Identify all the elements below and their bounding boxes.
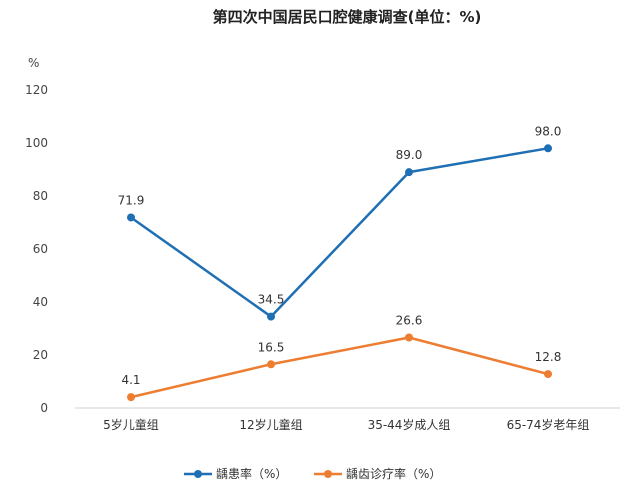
- legend-marker: [194, 470, 202, 478]
- data-point: [405, 168, 413, 177]
- x-tick-label: 65-74岁老年组: [507, 417, 590, 432]
- x-tick-label: 5岁儿童组: [103, 417, 159, 432]
- y-tick-label: 100: [25, 136, 48, 150]
- data-point: [267, 312, 275, 321]
- y-tick-label: 0: [40, 401, 48, 415]
- data-label: 89.0: [396, 148, 423, 162]
- data-label: 16.5: [258, 340, 285, 354]
- data-point: [267, 360, 275, 369]
- data-point: [127, 393, 135, 402]
- y-axis-ticks: 0 20 40 60 80 100 120: [25, 83, 48, 415]
- legend-label: 龋患率（%）: [216, 466, 287, 481]
- data-label: 4.1: [121, 373, 140, 387]
- chart-title: 第四次中国居民口腔健康调查(单位：%): [213, 8, 482, 26]
- y-tick-label: 120: [25, 83, 48, 97]
- legend-marker: [324, 470, 332, 478]
- data-label: 98.0: [535, 124, 562, 138]
- series-line: [130, 336, 549, 399]
- data-label: 26.6: [396, 314, 423, 328]
- data-point: [127, 213, 135, 222]
- x-axis-ticks: 5岁儿童组 12岁儿童组 35-44岁成人组 65-74岁老年组: [103, 417, 589, 432]
- x-tick-label: 35-44岁成人组: [368, 417, 451, 432]
- y-tick-label: 60: [33, 242, 48, 256]
- legend-label: 龋齿诊疗率（%）: [346, 466, 441, 481]
- y-tick-label: 80: [33, 189, 48, 203]
- data-label: 12.8: [535, 350, 562, 364]
- data-point: [544, 144, 552, 153]
- y-tick-label: 40: [33, 295, 48, 309]
- data-label: 71.9: [118, 193, 145, 207]
- series-line: [130, 147, 549, 318]
- y-axis-unit: %: [28, 56, 39, 70]
- data-point: [544, 370, 552, 379]
- data-point: [405, 333, 413, 342]
- series-group: 71.9 34.5 89.0 98.0 4.1 16.5 26.6 12.8: [118, 124, 562, 402]
- legend: 龋患率（%） 龋齿诊疗率（%）: [184, 466, 441, 481]
- x-tick-label: 12岁儿童组: [239, 417, 302, 432]
- y-tick-label: 20: [33, 348, 48, 362]
- data-label: 34.5: [258, 293, 285, 307]
